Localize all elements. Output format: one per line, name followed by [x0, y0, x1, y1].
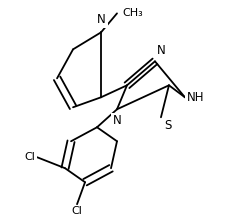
FancyBboxPatch shape [156, 47, 168, 59]
FancyBboxPatch shape [120, 7, 139, 19]
FancyBboxPatch shape [94, 16, 108, 28]
FancyBboxPatch shape [185, 91, 201, 103]
Text: S: S [164, 119, 171, 132]
Text: N: N [157, 44, 166, 57]
FancyBboxPatch shape [71, 205, 83, 217]
Text: N: N [113, 114, 121, 127]
FancyBboxPatch shape [25, 151, 37, 163]
Text: Cl: Cl [72, 206, 82, 216]
FancyBboxPatch shape [111, 113, 123, 125]
FancyBboxPatch shape [163, 118, 173, 130]
Text: N: N [97, 13, 105, 26]
Text: NH: NH [187, 91, 205, 104]
Text: Cl: Cl [24, 152, 35, 162]
Text: CH₃: CH₃ [122, 8, 143, 18]
